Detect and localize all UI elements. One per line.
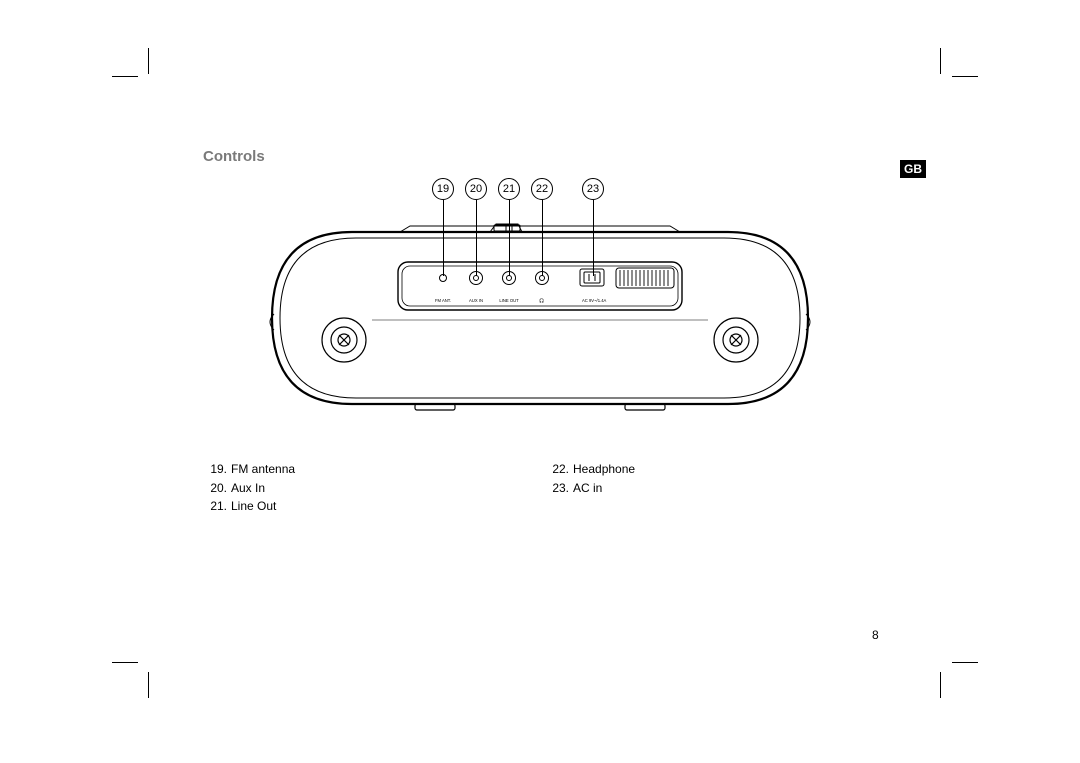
- port-label-fmant: FM ANT.: [435, 298, 451, 303]
- legend-num-19: 19.: [203, 460, 227, 479]
- legend-label-21: Line Out: [231, 499, 276, 513]
- page-number: 8: [872, 628, 879, 642]
- callout-20: 20: [465, 178, 487, 200]
- legend-label-22: Headphone: [573, 462, 635, 476]
- callout-21: 21: [498, 178, 520, 200]
- port-label-headphone: 🎧: [539, 298, 544, 303]
- legend-left: 19. FM antenna 20. Aux In 21. Line Out: [203, 460, 295, 516]
- port-label-auxin: AUX IN: [469, 298, 483, 303]
- legend-num-20: 20.: [203, 479, 227, 498]
- callout-row: 19 20 21 22 23: [432, 178, 604, 200]
- callout-23: 23: [582, 178, 604, 200]
- manual-page: Controls GB 19 20 21 22 23: [0, 0, 1080, 763]
- legend-label-20: Aux In: [231, 481, 265, 495]
- device-diagram: FM ANT. AUX IN LINE OUT 🎧 AC 9V~/1.4A: [260, 222, 820, 422]
- legend-num-21: 21.: [203, 497, 227, 516]
- legend-label-19: FM antenna: [231, 462, 295, 476]
- port-label-lineout: LINE OUT: [499, 298, 519, 303]
- language-badge: GB: [900, 160, 926, 178]
- legend-right: 22. Headphone 23. AC in: [545, 460, 635, 497]
- legend-num-22: 22.: [545, 460, 569, 479]
- port-label-ac: AC 9V~/1.4A: [582, 298, 607, 303]
- callout-19: 19: [432, 178, 454, 200]
- legend-label-23: AC in: [573, 481, 602, 495]
- section-title: Controls: [203, 148, 265, 165]
- legend-num-23: 23.: [545, 479, 569, 498]
- callout-22: 22: [531, 178, 553, 200]
